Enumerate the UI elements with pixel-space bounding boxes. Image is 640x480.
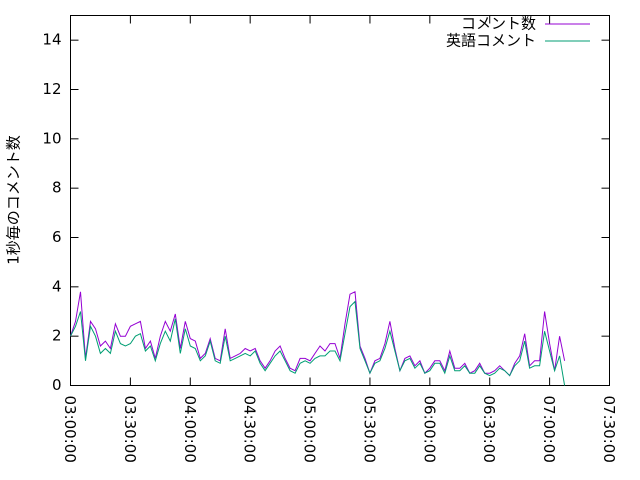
x-tick-label: 06:30:00	[480, 396, 498, 463]
y-tick-label: 4	[52, 277, 62, 295]
y-tick-label: 12	[42, 80, 61, 98]
y-tick-label: 0	[52, 376, 62, 394]
y-tick-label: 14	[42, 31, 61, 49]
x-tick-label: 06:00:00	[420, 396, 438, 463]
x-tick-label: 07:00:00	[540, 396, 558, 463]
data-line	[70, 291, 566, 377]
x-tick-label: 03:30:00	[121, 396, 139, 463]
x-tick-label: 05:30:00	[360, 396, 378, 463]
x-tick-label: 04:00:00	[181, 396, 199, 463]
x-tick-label: 05:00:00	[301, 396, 319, 463]
y-axis-label: 1秒毎のコメント数	[5, 135, 23, 265]
legend-label: コメント数	[461, 15, 536, 33]
x-tick-label: 07:30:00	[600, 396, 618, 463]
y-tick-label: 10	[42, 129, 61, 147]
y-tick-label: 6	[52, 228, 62, 246]
legend-label: 英語コメント	[446, 32, 536, 50]
x-tick-label: 04:30:00	[241, 396, 259, 463]
y-tick-label: 2	[52, 327, 62, 345]
plot-border	[70, 15, 610, 386]
y-tick-label: 8	[52, 179, 62, 197]
data-line	[70, 300, 566, 386]
x-tick-label: 03:00:00	[61, 396, 79, 463]
